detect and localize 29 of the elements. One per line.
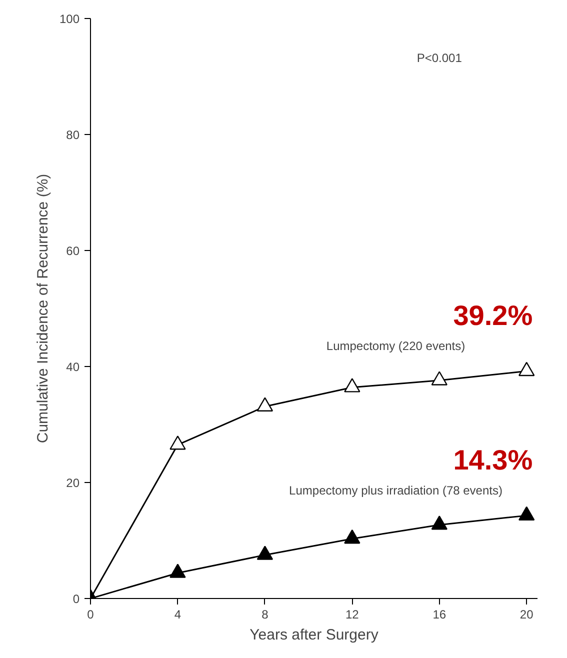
point (344, 530, 360, 544)
point (518, 506, 535, 520)
x-tick-label: 16 (432, 608, 446, 622)
y-tick-label: 80 (66, 128, 80, 142)
x-tick-label: 20 (520, 608, 534, 622)
point (518, 362, 535, 376)
annotation: 14.3% (453, 444, 533, 476)
series-label: Lumpectomy plus irradiation (78 events) (289, 484, 502, 498)
x-tick-label: 12 (345, 608, 360, 622)
y-axis-title: Cumulative Incidence of Recurrence (%) (34, 174, 52, 444)
x-tick-label: 4 (174, 608, 182, 622)
point (431, 371, 448, 386)
y-tick-label: 0 (72, 592, 80, 606)
y-tick-label: 40 (66, 360, 80, 374)
y-tick-label: 100 (59, 12, 80, 26)
text: Lumpectomy (220 events) (326, 339, 466, 354)
y-tick-label: 60 (66, 244, 80, 258)
x-tick-label: 8 (262, 608, 269, 622)
x-axis-title: Years after Surgery (250, 626, 379, 644)
point (256, 546, 274, 560)
point (256, 397, 274, 412)
annotation: 39.2% (453, 300, 533, 332)
annotation: P<0.001 (416, 50, 462, 65)
point (344, 378, 360, 392)
point (170, 564, 186, 578)
x-tick-label: 0 (87, 608, 94, 622)
point (170, 436, 186, 450)
point (431, 516, 448, 530)
y-tick-label: 20 (66, 476, 80, 490)
